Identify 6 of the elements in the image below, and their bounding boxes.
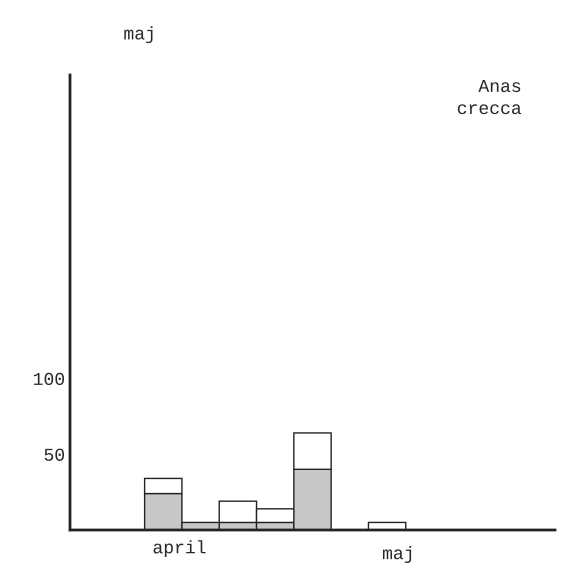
text: maj — [382, 546, 412, 563]
text: april — [154, 540, 206, 558]
y-tick-label: 50 — [44, 448, 64, 461]
y-tick-label: 100 — [34, 372, 64, 386]
text: maj — [124, 26, 152, 44]
annotation: Anas crecca — [458, 80, 522, 114]
